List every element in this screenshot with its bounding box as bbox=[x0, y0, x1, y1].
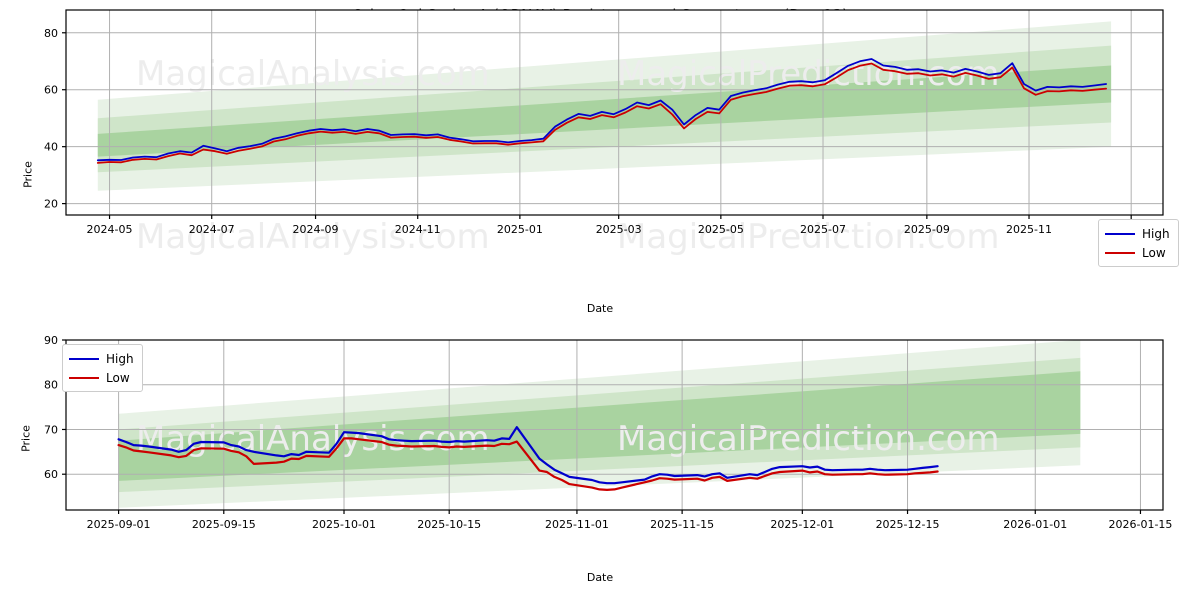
detail-legend: High Low bbox=[62, 344, 143, 392]
tick-label-x: 2025-03 bbox=[596, 223, 642, 236]
tick-label-y: 70 bbox=[44, 423, 58, 436]
legend-swatch-low bbox=[69, 376, 99, 379]
tick-label-x: 2026-01-15 bbox=[1108, 518, 1172, 531]
detail-x-axis-label: Date bbox=[586, 571, 614, 584]
legend-label-low: Low bbox=[1142, 245, 1166, 260]
tick-label-y: 80 bbox=[44, 379, 58, 392]
detail-chart-panel: MagicalAnalysis.com MagicalPrediction.com… bbox=[0, 330, 1200, 540]
watermark: MagicalPrediction.com bbox=[617, 54, 1000, 94]
tick-label-y: 60 bbox=[44, 84, 58, 97]
tick-label-x: 2025-01 bbox=[497, 223, 543, 236]
tick-label-x: 2024-11 bbox=[395, 223, 441, 236]
support-resistance-band-2 bbox=[118, 371, 1081, 481]
overview-x-axis-label: Date bbox=[586, 302, 614, 315]
legend-swatch-high bbox=[1105, 232, 1135, 235]
tick-label-x: 2025-11-01 bbox=[545, 518, 609, 531]
overview-legend: High Low bbox=[1098, 219, 1179, 267]
plot-frame bbox=[65, 9, 1164, 216]
tick-label-x: 2025-09-15 bbox=[192, 518, 256, 531]
tick-label-x: 2025-09-01 bbox=[87, 518, 151, 531]
tick-label-x: 2025-11 bbox=[1006, 223, 1052, 236]
plot-frame bbox=[65, 339, 1164, 511]
series-line-high bbox=[117, 426, 939, 485]
tick-label-x: 2025-11-15 bbox=[650, 518, 714, 531]
series-line-low bbox=[117, 437, 939, 491]
legend-item-low: Low bbox=[1105, 243, 1170, 262]
tick-label-y: 80 bbox=[44, 27, 58, 40]
tick-label-y: 90 bbox=[44, 334, 58, 347]
watermark: MagicalAnalysis.com bbox=[136, 217, 490, 257]
tick-label-y: 60 bbox=[44, 468, 58, 481]
legend-label-high: High bbox=[1142, 226, 1170, 241]
watermark: MagicalAnalysis.com bbox=[136, 54, 490, 94]
tick-label-x: 2025-12-15 bbox=[876, 518, 940, 531]
tick-label-x: 2025-07 bbox=[800, 223, 846, 236]
legend-label-high: High bbox=[106, 351, 134, 366]
tick-label-x: 2024-09 bbox=[293, 223, 339, 236]
legend-item-low-detail: Low bbox=[69, 368, 134, 387]
legend-item-high: High bbox=[1105, 224, 1170, 243]
tick-label-y: 40 bbox=[44, 141, 58, 154]
tick-label-x: 2025-05 bbox=[698, 223, 744, 236]
tick-label-x: 2025-10-01 bbox=[312, 518, 376, 531]
legend-swatch-low bbox=[1105, 251, 1135, 254]
legend-label-low: Low bbox=[106, 370, 130, 385]
tick-label-x: 2026-01-01 bbox=[1003, 518, 1067, 531]
series-line-high bbox=[96, 58, 1107, 162]
legend-swatch-high bbox=[69, 357, 99, 360]
tick-label-x: 2025-12-01 bbox=[770, 518, 834, 531]
detail-y-axis-label: Price bbox=[19, 425, 33, 452]
legend-item-high-detail: High bbox=[69, 349, 134, 368]
watermark: MagicalPrediction.com bbox=[617, 419, 1000, 459]
detail-plot: MagicalAnalysis.com MagicalPrediction.com… bbox=[44, 334, 1172, 531]
overview-y-axis-label: Price bbox=[21, 161, 35, 188]
tick-label-x: 2024-05 bbox=[87, 223, 133, 236]
watermark: MagicalPrediction.com bbox=[617, 217, 1000, 257]
overview-chart-panel: MagicalAnalysis.com MagicalPrediction.com… bbox=[0, 0, 1200, 260]
overview-plot: MagicalAnalysis.com MagicalPrediction.com… bbox=[44, 9, 1164, 257]
tick-label-y: 20 bbox=[44, 198, 58, 211]
tick-label-x: 2024-07 bbox=[189, 223, 235, 236]
tick-label-x: 2025-10-15 bbox=[417, 518, 481, 531]
tick-label-x: 2025-09 bbox=[904, 223, 950, 236]
series-line-low bbox=[96, 62, 1107, 164]
